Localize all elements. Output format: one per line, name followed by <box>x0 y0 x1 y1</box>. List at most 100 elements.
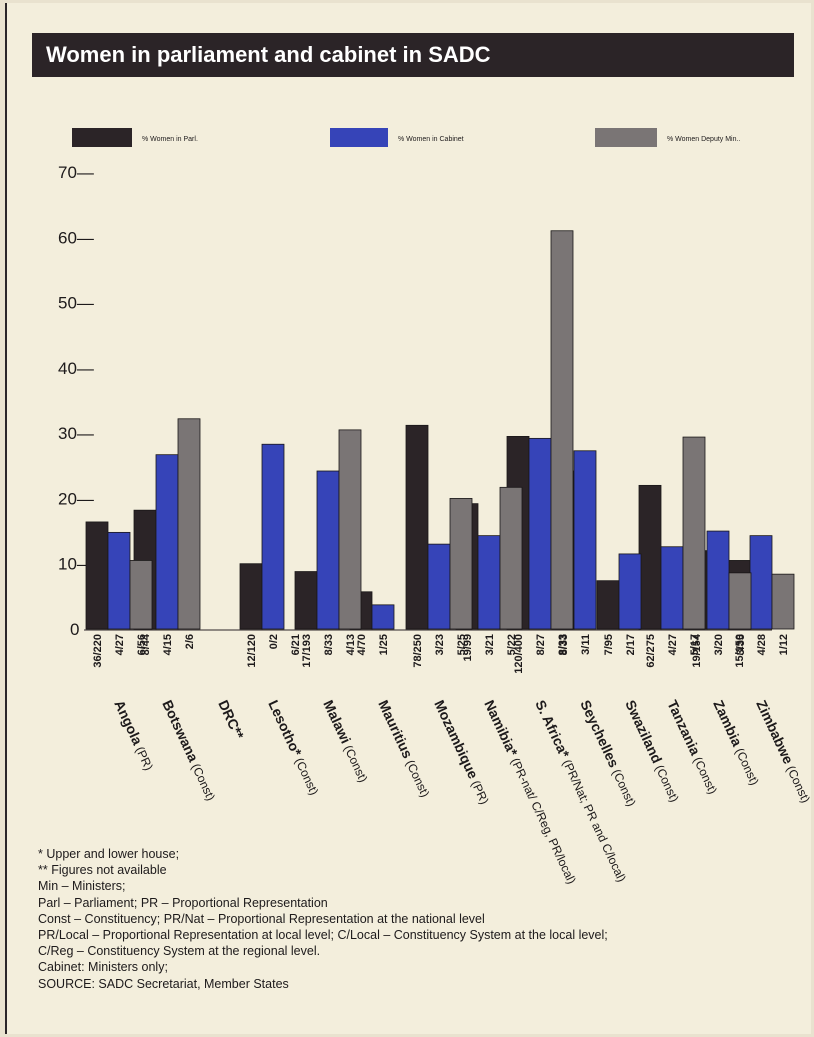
bar <box>316 470 340 630</box>
y-tick-label: 0 <box>70 620 79 639</box>
bar <box>294 571 318 630</box>
electoral-system: (Const) <box>291 753 322 798</box>
bar <box>449 498 473 630</box>
country-label: Lesotho* (Const) <box>265 698 323 798</box>
note-line: ** Figures not available <box>38 863 167 878</box>
count-label: 19/154 <box>691 633 703 668</box>
bar <box>405 424 429 630</box>
country-name: Zimbabwe <box>753 698 797 767</box>
country-label: Zambia (Const) <box>710 698 763 788</box>
country-label: Mauritius (Const) <box>375 698 434 800</box>
count-label: 8/33 <box>557 634 569 655</box>
count-label: 4/27 <box>114 634 126 655</box>
electoral-system: (Const) <box>608 764 639 809</box>
bar <box>371 604 395 630</box>
count-label: 12/120 <box>246 634 258 668</box>
count-label: 8/33 <box>558 634 570 655</box>
note-line: Cabinet: Ministers only; <box>38 960 168 975</box>
electoral-system: (PR) <box>467 775 492 806</box>
count-label: 3/21 <box>484 634 496 655</box>
count-label: 5/22 <box>506 634 518 655</box>
y-tick-label: 30— <box>58 424 94 443</box>
bar <box>749 535 773 630</box>
note-line: SOURCE: SADC Secretariat, Member States <box>38 976 289 991</box>
y-tick-label: 40— <box>58 359 94 378</box>
country-name: Malawi <box>320 698 354 746</box>
bar <box>338 429 362 630</box>
y-tick-label: 70— <box>58 163 94 182</box>
count-label: 5/25 <box>456 634 468 655</box>
count-label: 3/35 <box>735 634 747 655</box>
count-label: 36/220 <box>92 634 104 668</box>
bar <box>682 436 706 630</box>
legend-swatch <box>595 128 657 147</box>
count-label: 120/400 <box>513 634 525 674</box>
note-line: C/Reg – Constituency System at the regio… <box>38 944 321 959</box>
country-label: Zimbabwe (Const) <box>753 698 814 806</box>
chart-title: Women in parliament and cabinet in SADC <box>46 42 491 67</box>
count-label: 4/15 <box>162 634 174 655</box>
count-label: 7/95 <box>603 634 615 655</box>
electoral-system: (Const) <box>651 760 682 805</box>
bar <box>107 531 131 630</box>
bar <box>573 450 597 630</box>
electoral-system: (Const) <box>402 755 433 800</box>
electoral-system: (Const) <box>731 743 762 788</box>
bar <box>660 546 684 630</box>
footnotes: * Upper and lower house; ** Figures not … <box>38 846 798 992</box>
country-label: Angola (PR) <box>111 698 157 773</box>
bar <box>596 580 620 630</box>
count-label: 8/44 <box>140 633 152 655</box>
bar <box>638 484 662 630</box>
bar <box>261 443 285 630</box>
count-label: 3/11 <box>580 634 592 655</box>
note-line: PR/Local – Proportional Representation a… <box>38 928 608 943</box>
bar <box>155 454 179 630</box>
country-label: Malawi (Const) <box>320 698 372 785</box>
electoral-system: (Const) <box>689 752 720 797</box>
electoral-system: (Const) <box>782 760 813 805</box>
bar <box>499 486 523 630</box>
bar <box>85 521 109 630</box>
count-label: 6/56 <box>136 634 148 655</box>
count-label: 17/193 <box>301 634 313 668</box>
country-name: Zambia <box>710 698 745 749</box>
count-label: 3/20 <box>713 634 725 655</box>
country-label: Botswana (Const) <box>159 698 219 803</box>
y-tick-label: 50— <box>58 294 94 313</box>
country-name: Mauritius <box>375 698 416 761</box>
count-label: 4/13 <box>345 634 357 655</box>
bar <box>477 535 501 630</box>
legend-swatch <box>330 128 388 147</box>
count-label: 4/70 <box>356 634 368 655</box>
count-label: 15/150 <box>734 634 746 668</box>
country-name: Angola <box>111 698 146 748</box>
count-label: 3/23 <box>434 634 446 655</box>
note-line: * Upper and lower house; <box>38 847 180 861</box>
country-name: Namibia* <box>481 698 521 760</box>
count-label: 2/17 <box>625 634 637 655</box>
count-label: 78/250 <box>412 634 424 668</box>
bar <box>550 230 574 630</box>
country-name: Mozambique <box>431 698 481 782</box>
note-line: Min – Ministers; <box>38 879 126 894</box>
bar <box>427 543 451 630</box>
bar <box>177 418 201 630</box>
count-label: 0/2 <box>268 634 280 649</box>
electoral-system: (PR) <box>131 741 156 772</box>
count-label: 8/33 <box>323 634 335 655</box>
count-label: 1/25 <box>378 634 390 655</box>
country-name: S. Africa* <box>532 698 573 761</box>
count-label: 62/275 <box>645 634 657 668</box>
country-name: DRC** <box>215 698 247 743</box>
country-name: Seychelles <box>577 698 622 771</box>
count-label: 19/99 <box>462 634 474 662</box>
bar <box>706 530 730 630</box>
legend-label: % Women Deputy Min.. <box>667 136 740 143</box>
legend-label: % Women in Parl. <box>142 136 198 143</box>
count-label: 5/17 <box>689 634 701 655</box>
title-bar: Women in parliament and cabinet in SADC <box>32 33 794 77</box>
bar <box>528 437 552 630</box>
y-tick-label: 10— <box>58 555 94 574</box>
country-name: Tanzania <box>664 698 703 758</box>
